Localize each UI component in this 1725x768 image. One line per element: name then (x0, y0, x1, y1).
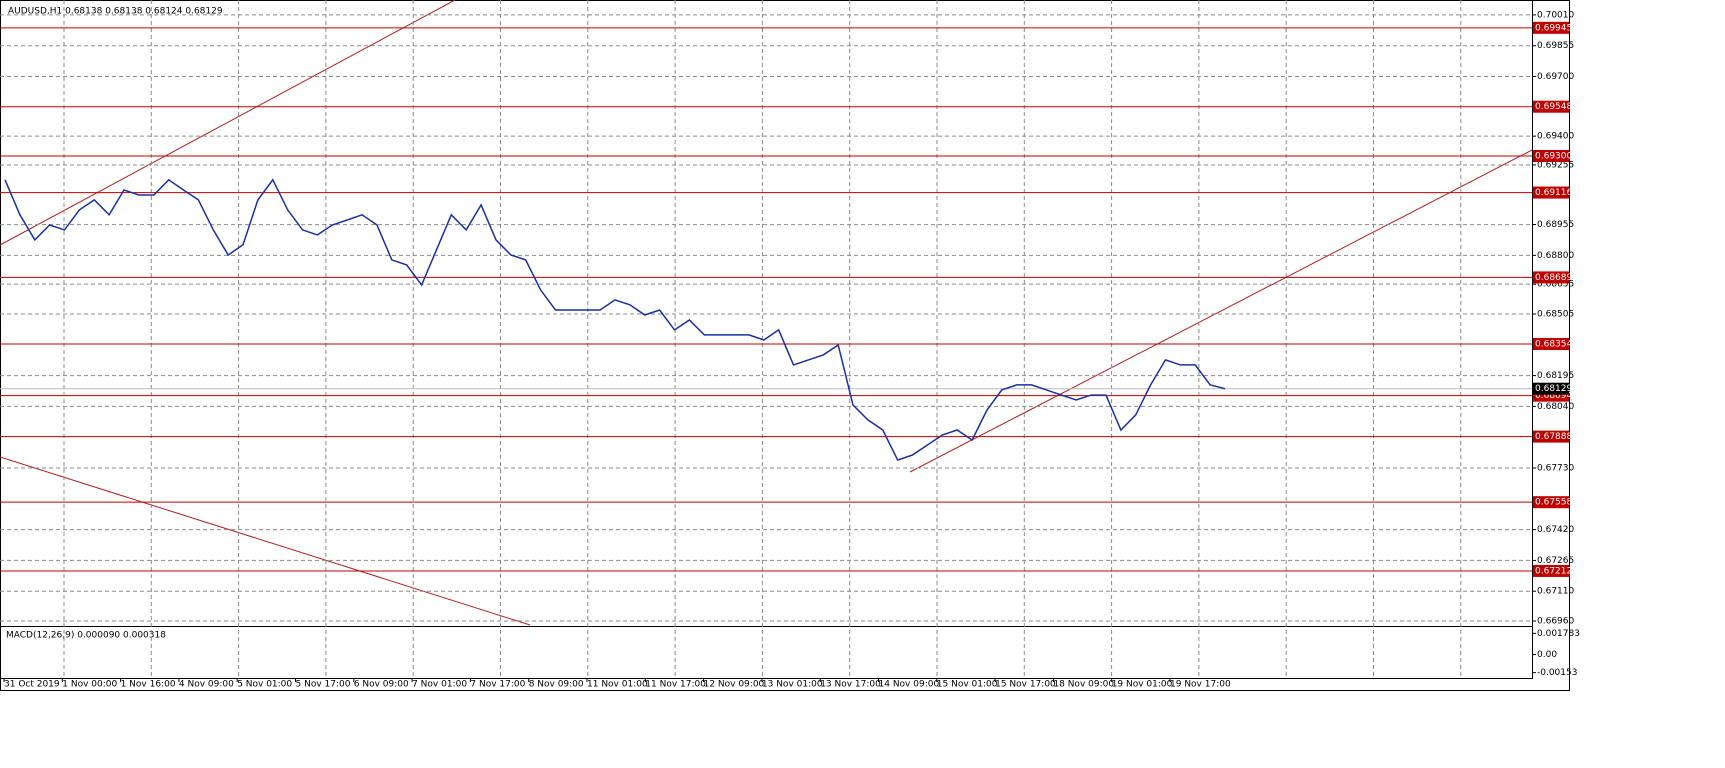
y-tick-label: 0.69855 (1537, 41, 1574, 51)
level-label: 0.67558 (1535, 498, 1572, 508)
level-label-box (1533, 337, 1569, 350)
x-tick-label: 1 Nov 16:00 (121, 680, 176, 690)
x-tick-label: 19 Nov 01:00 (1112, 680, 1173, 690)
y-tick-label: 0.68040 (1537, 402, 1574, 412)
level-label: 0.67888 (1535, 432, 1572, 442)
x-tick-label: 7 Nov 01:00 (412, 680, 467, 690)
current-price-label: 0.68129 (1535, 384, 1572, 394)
y-tick-label: 0.68955 (1537, 220, 1574, 230)
x-tick-label: 19 Nov 17:00 (1170, 680, 1231, 690)
x-tick-label: 5 Nov 17:00 (296, 680, 351, 690)
y-tick-label: 0.001783 (1537, 629, 1580, 639)
level-label: 0.68689 (1535, 273, 1572, 283)
y-tick-label: 0.69700 (1537, 72, 1574, 82)
y-tick-label: 0.67730 (1537, 464, 1574, 474)
level-label-box (1533, 430, 1569, 443)
level-label-box (1533, 21, 1569, 34)
level-label-box (1533, 186, 1569, 199)
chart-title: AUDUSD,H1 0.68138 0.68138 0.68124 0.6812… (8, 7, 223, 17)
level-label: 0.68094 (1535, 391, 1572, 401)
level-label-box (1533, 100, 1569, 113)
level-label: 0.68354 (1535, 339, 1572, 349)
level-label-box (1533, 150, 1569, 163)
y-tick-label: 0.68195 (1537, 371, 1574, 381)
y-tick-label: 0.00 (1537, 650, 1557, 660)
x-tick-label: 14 Nov 09:00 (879, 680, 940, 690)
x-tick-label: 13 Nov 01:00 (762, 680, 823, 690)
y-tick-label: 0.69400 (1537, 132, 1574, 142)
y-tick-label: 0.66960 (1537, 617, 1574, 627)
x-tick-label: 5 Nov 01:00 (237, 680, 292, 690)
y-tick-label: 0.70010 (1537, 10, 1574, 20)
level-label: 0.69548 (1535, 102, 1572, 112)
level-label: 0.67212 (1535, 566, 1572, 576)
trend-line (0, 456, 531, 626)
y-tick-label: -0.00153 (1537, 668, 1577, 678)
level-label: 0.69300 (1535, 152, 1572, 162)
x-tick-label: 7 Nov 17:00 (470, 680, 525, 690)
trend-line (909, 149, 1533, 473)
x-tick-label: 13 Nov 17:00 (820, 680, 881, 690)
y-tick-label: 0.68505 (1537, 309, 1574, 319)
level-label: 0.69116 (1535, 188, 1572, 198)
x-tick-label: 31 Oct 2019 (4, 680, 60, 690)
x-tick-label: 11 Nov 01:00 (587, 680, 648, 690)
x-tick-label: 15 Nov 17:00 (995, 680, 1056, 690)
level-label-box (1533, 564, 1569, 577)
x-tick-label: 18 Nov 09:00 (1053, 680, 1114, 690)
x-tick-label: 15 Nov 01:00 (937, 680, 998, 690)
level-label: 0.69945 (1535, 23, 1572, 33)
y-tick-label: 0.67110 (1537, 587, 1574, 597)
current-price-box (1533, 382, 1569, 395)
y-tick-label: 0.68800 (1537, 251, 1574, 261)
macd-title: MACD(12,26,9) 0.000090 0.000318 (6, 631, 166, 641)
y-tick-label: 0.69255 (1537, 160, 1574, 170)
y-tick-label: 0.67420 (1537, 525, 1574, 535)
x-tick-label: 11 Nov 17:00 (645, 680, 706, 690)
x-tick-label: 4 Nov 09:00 (179, 680, 234, 690)
x-tick-label: 8 Nov 09:00 (529, 680, 584, 690)
x-tick-label: 6 Nov 09:00 (354, 680, 409, 690)
trend-line (0, 0, 456, 246)
level-label-box (1533, 271, 1569, 284)
level-label-box (1533, 496, 1569, 509)
y-tick-label: 0.67265 (1537, 556, 1574, 566)
x-tick-label: 1 Nov 00:00 (62, 680, 117, 690)
x-tick-label: 12 Nov 09:00 (704, 680, 765, 690)
price-line (4, 178, 1226, 462)
y-tick-label: 0.68655 (1537, 280, 1574, 290)
